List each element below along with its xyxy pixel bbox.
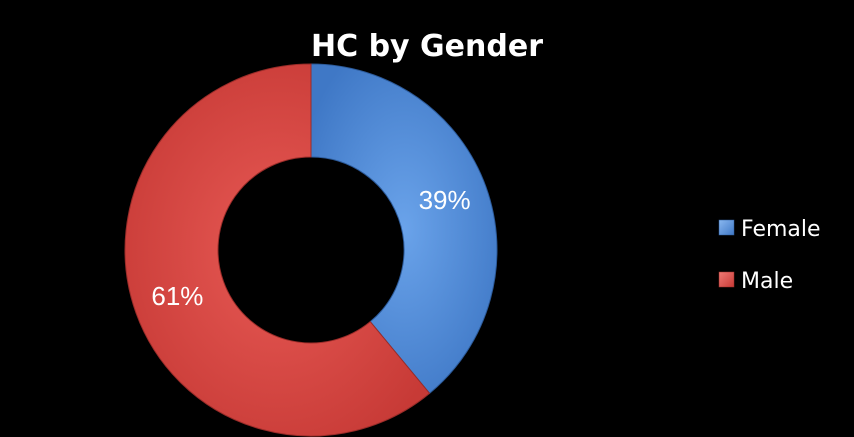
legend-label-male: Male [741, 269, 793, 294]
legend: Female Male [718, 217, 821, 294]
legend-swatch-female [718, 219, 735, 236]
donut-data-labels: 39% 61% [151, 185, 470, 311]
data-label-male: 61% [151, 281, 203, 311]
donut-slice-male [124, 63, 431, 437]
donut-slices [124, 63, 498, 437]
data-label-female: 39% [419, 185, 471, 215]
chart-title: HC by Gender [311, 29, 543, 64]
donut-slice-female [310, 63, 498, 395]
legend-label-female: Female [741, 217, 821, 242]
legend-swatch-male [718, 271, 735, 288]
